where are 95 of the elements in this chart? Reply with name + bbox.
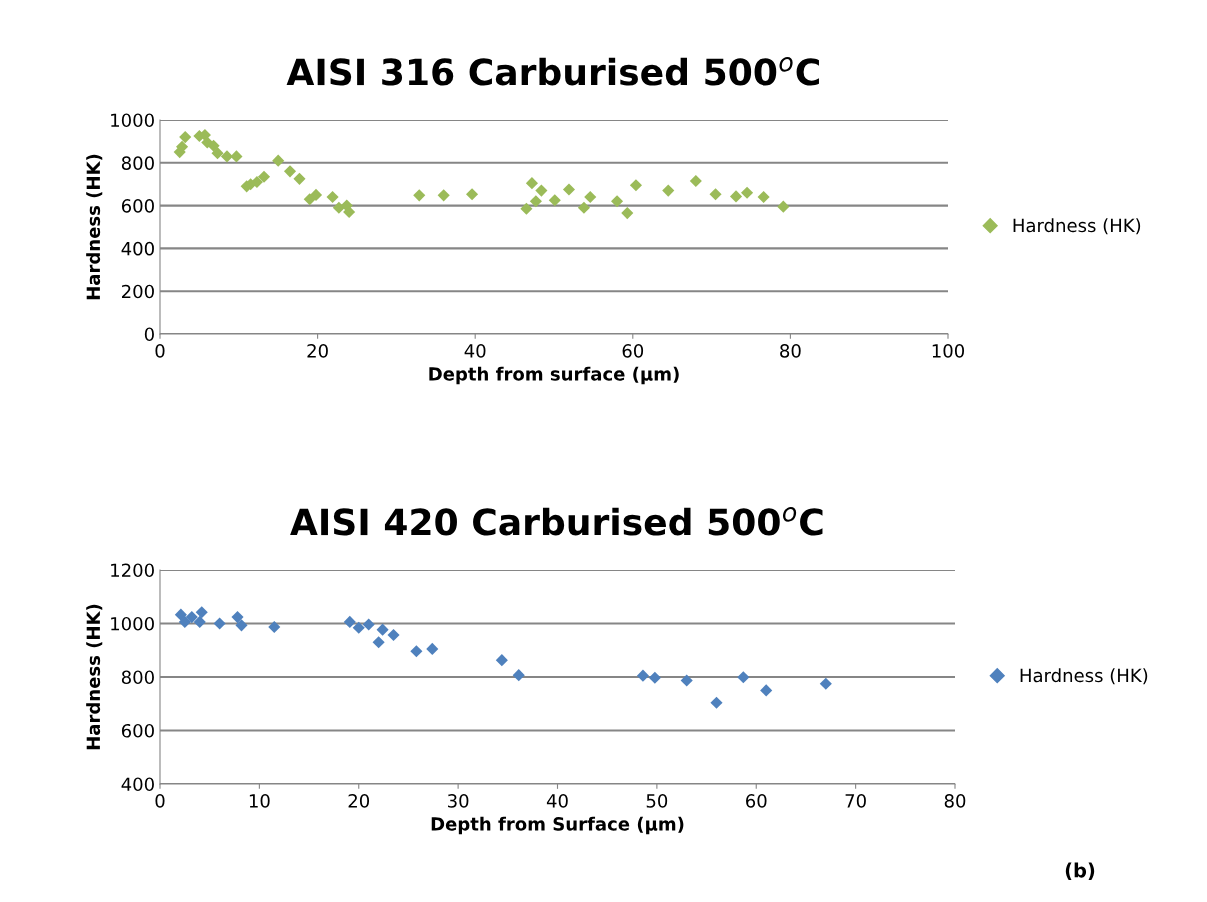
point [529, 195, 542, 208]
point [213, 617, 226, 630]
y-tick-label: 1000 [111, 113, 154, 128]
point [362, 618, 375, 631]
x-tick-label: 100 [932, 344, 965, 358]
point [495, 654, 508, 667]
legend-label: Hardness (HK) [1013, 218, 1141, 235]
point [195, 606, 208, 619]
y-tick-label: 1200 [111, 563, 154, 578]
point [535, 184, 548, 197]
point [562, 183, 576, 196]
point [230, 150, 243, 163]
point [332, 201, 345, 214]
x-tick-label: 10 [249, 794, 270, 808]
point [413, 189, 426, 202]
chart-title: AISI 316 Carburised 500$^{o}$C [286, 57, 819, 86]
x-tick-label: 60 [622, 344, 644, 358]
point [343, 205, 356, 219]
y-tick-label: 400 [121, 241, 154, 256]
point [185, 611, 198, 624]
x-tick-label: 50 [646, 794, 668, 808]
point [689, 174, 702, 188]
x-tick-label: 30 [448, 794, 469, 808]
point [343, 615, 356, 628]
y-tick-label: 600 [121, 723, 154, 738]
point [178, 615, 191, 628]
x-tick-label: 80 [944, 794, 966, 808]
x-tick-label: 70 [845, 794, 866, 808]
legend-label: Hardness (HK) [1020, 668, 1148, 685]
point [757, 190, 770, 204]
x-tick-label: 80 [780, 344, 801, 358]
point [235, 619, 248, 632]
x-tick-label: 20 [307, 344, 328, 358]
point [729, 190, 743, 203]
text: (b) [1065, 862, 1095, 880]
point [309, 188, 323, 201]
point [741, 186, 754, 199]
x-axis-title: Depth from Surface (µm) [431, 816, 684, 835]
point [387, 628, 400, 642]
x-axis-title: Depth from surface (µm) [429, 366, 679, 385]
point [372, 636, 385, 649]
point [648, 671, 661, 684]
point [610, 195, 624, 208]
point [174, 608, 187, 621]
point [520, 202, 533, 215]
y-tick-label: 600 [121, 199, 154, 213]
y-tick-label: 0 [144, 327, 154, 342]
point [179, 131, 192, 144]
point [193, 615, 206, 628]
point [621, 207, 634, 220]
point [777, 200, 790, 213]
y-tick-label: 400 [121, 777, 154, 792]
point [437, 189, 450, 202]
x-tick-label: 0 [155, 794, 165, 808]
point [709, 188, 722, 201]
x-tick-label: 60 [746, 794, 767, 808]
y-tick-label: 800 [121, 156, 154, 170]
y-tick-label: 1000 [111, 616, 154, 631]
point [465, 188, 479, 201]
point [512, 669, 525, 682]
point [293, 172, 306, 185]
point [662, 184, 675, 197]
point [819, 677, 832, 690]
y-tick-label: 200 [122, 284, 154, 299]
point [629, 179, 643, 192]
point [410, 645, 423, 658]
point [548, 194, 561, 207]
y-tick-label: 800 [121, 670, 154, 685]
point [220, 150, 234, 163]
point [326, 190, 339, 204]
point [231, 611, 244, 624]
point [760, 684, 773, 697]
x-tick-label: 40 [464, 344, 486, 358]
point [680, 674, 693, 687]
point [268, 620, 281, 634]
point [636, 669, 650, 682]
y-axis-title: Hardness (HK) [86, 604, 103, 750]
chart-title: AISI 420 Carburised 500$^{o}$C [290, 507, 823, 536]
x-tick-label: 20 [348, 794, 370, 808]
point [283, 165, 297, 178]
point [584, 190, 597, 204]
point [303, 193, 316, 206]
x-tick-label: 0 [155, 344, 165, 358]
point [257, 170, 271, 183]
point [577, 201, 590, 214]
point [272, 154, 285, 167]
point [376, 623, 389, 636]
x-tick-label: 40 [546, 794, 568, 808]
point [211, 147, 224, 160]
point [352, 621, 365, 634]
point [525, 177, 538, 190]
point [426, 642, 439, 655]
point [737, 671, 750, 684]
point [710, 696, 723, 709]
y-axis-title: Hardness (HK) [86, 154, 103, 300]
